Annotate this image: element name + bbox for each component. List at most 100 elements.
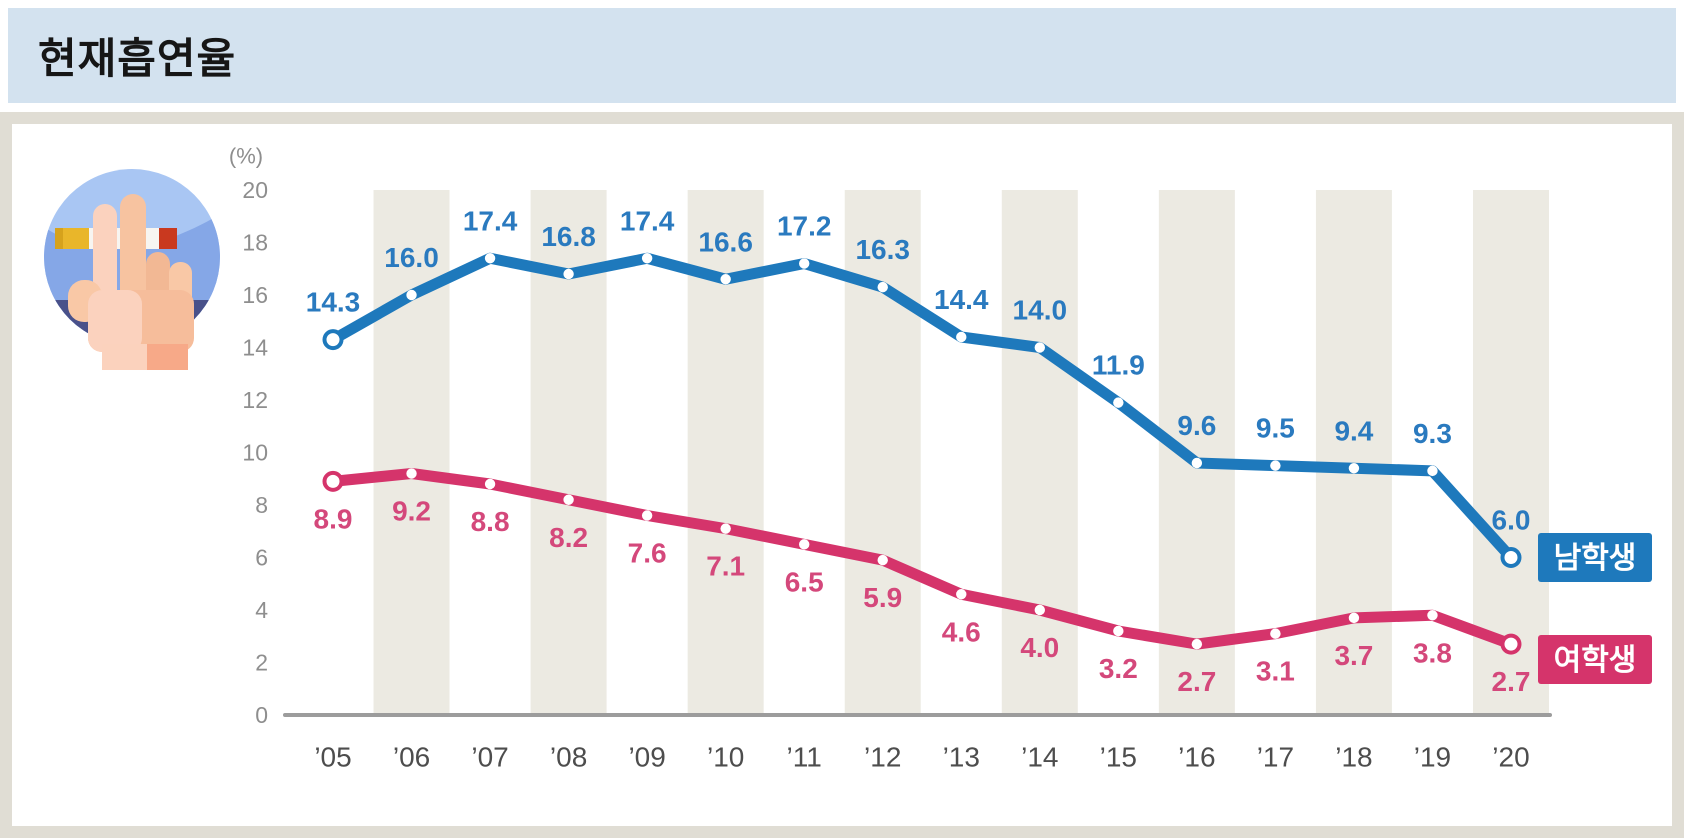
data-point-male-students: [1113, 397, 1124, 408]
x-axis-tick-label: ’20: [1492, 742, 1529, 773]
data-label-female-students: 7.6: [628, 538, 667, 569]
x-axis-tick-label: ’18: [1335, 742, 1372, 773]
data-label-male-students: 9.3: [1413, 418, 1452, 449]
data-point-female-students: [877, 554, 888, 566]
data-point-female-students: [322, 470, 344, 492]
data-label-female-students: 2.7: [1492, 666, 1531, 697]
data-label-male-students: 16.6: [698, 226, 753, 257]
data-label-female-students: 6.5: [785, 566, 824, 597]
data-label-male-students: 16.3: [855, 234, 910, 265]
page-title: 현재흡연율: [38, 35, 237, 82]
data-point-female-students: [563, 494, 574, 505]
data-label-female-students: 5.9: [863, 582, 902, 613]
wrist-left: [102, 344, 147, 370]
series-line-female-students: [327, 468, 1517, 650]
legend-chip-male-students: [1538, 533, 1652, 582]
data-point-male-students: [1270, 460, 1281, 471]
cigarette-burning-tip: [159, 228, 177, 249]
data-point-male-students: [1500, 547, 1522, 568]
middle-finger: [120, 194, 146, 316]
data-label-female-students: 4.6: [942, 616, 981, 647]
wrist-right: [147, 344, 188, 370]
data-point-female-students: [1427, 610, 1438, 621]
hand-icon: [68, 194, 194, 370]
data-point-male-students: [406, 289, 417, 301]
data-point-male-students: [1427, 465, 1438, 477]
data-point-female-students: [1191, 638, 1203, 650]
x-axis-tick-label: ’09: [628, 742, 665, 773]
data-label-female-students: 8.9: [314, 503, 353, 534]
data-label-female-students: 8.8: [471, 506, 510, 537]
grid-band: [1315, 190, 1392, 715]
y-axis-tick-label: 0: [255, 702, 268, 728]
x-axis-tick-label: ’14: [1021, 742, 1058, 773]
data-label-female-students: 7.1: [706, 551, 745, 582]
data-point-male-students: [877, 281, 888, 293]
data-label-female-students: 3.7: [1334, 640, 1373, 671]
x-axis-tick-label: ’19: [1414, 742, 1451, 773]
data-point-female-students: [720, 523, 731, 534]
data-label-male-students: 17.2: [777, 211, 832, 242]
data-label-male-students: 9.4: [1334, 415, 1373, 446]
data-point-female-students: [1270, 628, 1281, 639]
x-axis-tick-label: ’17: [1257, 742, 1294, 773]
data-point-female-students: [406, 468, 417, 479]
data-point-female-students: [1034, 604, 1045, 616]
title-bar: 현재흡연율: [8, 8, 1676, 103]
grid-band: [1158, 190, 1235, 715]
data-point-male-students: [1191, 457, 1203, 469]
data-label-male-students: 9.6: [1177, 410, 1216, 441]
grid-band: [844, 190, 921, 715]
data-point-male-students: [1034, 342, 1045, 353]
x-axis-tick-label: ’10: [707, 742, 744, 773]
data-label-male-students: 9.5: [1256, 413, 1295, 444]
data-label-male-students: 17.4: [463, 205, 518, 236]
palm-highlight: [88, 290, 142, 352]
data-label-male-students: 6.0: [1492, 505, 1531, 536]
smoking-hand-icon: [44, 169, 220, 370]
x-axis-tick-label: ’08: [550, 742, 587, 773]
cigarette-filter-cap: [55, 228, 63, 249]
legend-label-female-students: 여학생: [1554, 644, 1637, 677]
data-label-female-students: 3.1: [1256, 656, 1295, 687]
data-point-female-students: [956, 589, 967, 600]
x-axis-tick-label: ’13: [943, 742, 980, 773]
data-point-female-students: [1113, 625, 1124, 637]
data-label-male-students: 17.4: [620, 205, 675, 236]
y-axis-tick-label: 8: [255, 492, 268, 518]
x-axis-tick-label: ’07: [471, 742, 508, 773]
x-axis-tick-label: ’15: [1100, 742, 1137, 773]
x-axis-tick-label: ’06: [393, 742, 430, 773]
x-axis-tick-label: ’16: [1178, 742, 1215, 773]
cigarette-filter: [55, 228, 89, 249]
data-label-male-students: 14.4: [934, 284, 989, 315]
data-point-female-students: [1500, 633, 1522, 655]
data-label-male-students: 11.9: [1092, 350, 1145, 381]
legend-chip-female-students: [1538, 635, 1652, 684]
data-label-female-students: 9.2: [392, 496, 431, 527]
y-axis-tick-label: 14: [242, 335, 268, 361]
x-axis-tick-label: ’11: [787, 742, 822, 773]
data-point-female-students: [641, 510, 653, 521]
data-point-female-students: [798, 539, 810, 550]
series-line-male-students: [327, 252, 1517, 563]
y-axis-tick-label: 2: [255, 650, 268, 676]
y-axis-unit-label: (%): [229, 144, 263, 169]
grid-band: [1001, 190, 1078, 715]
data-label-male-students: 14.0: [1013, 295, 1068, 326]
data-label-male-students: 16.0: [384, 242, 439, 273]
y-axis-tick-label: 18: [242, 230, 268, 256]
grid-band: [1472, 190, 1549, 715]
x-axis-tick-label: ’12: [864, 742, 901, 773]
data-point-male-students: [641, 253, 653, 264]
data-label-female-students: 3.2: [1099, 653, 1138, 684]
legend-label-male-students: 남학생: [1554, 542, 1637, 575]
data-point-male-students: [798, 258, 810, 269]
y-axis-tick-label: 6: [255, 545, 268, 571]
data-label-female-students: 3.8: [1413, 637, 1452, 668]
y-axis-tick-label: 12: [242, 387, 268, 413]
data-label-male-students: 14.3: [306, 287, 361, 318]
data-point-female-students: [1348, 612, 1360, 624]
data-point-male-students: [720, 274, 731, 285]
